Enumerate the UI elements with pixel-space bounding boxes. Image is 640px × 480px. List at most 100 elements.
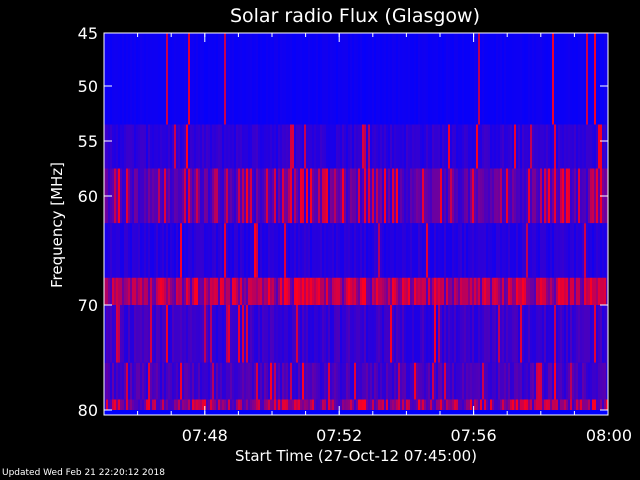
heatmap-cell — [476, 124, 479, 169]
heatmap-cell — [432, 305, 435, 363]
heatmap-cell — [436, 168, 439, 224]
heatmap-cell — [332, 305, 335, 363]
heatmap-cell — [448, 277, 451, 305]
heatmap-cell — [244, 33, 247, 125]
heatmap-cell — [226, 168, 229, 224]
heatmap-cell — [390, 124, 393, 169]
heatmap-cell — [356, 33, 359, 125]
heatmap-cell — [562, 399, 565, 410]
heatmap-cell — [422, 305, 425, 363]
heatmap-cell — [596, 223, 599, 278]
heatmap-cell — [566, 124, 569, 169]
heatmap-cell — [584, 305, 587, 363]
heatmap-cell — [510, 362, 513, 400]
heatmap-cell — [490, 223, 493, 278]
heatmap-cell — [496, 399, 499, 410]
heatmap-cell — [564, 362, 567, 400]
heatmap-cell — [106, 399, 109, 410]
heatmap-cell — [312, 399, 315, 410]
heatmap-cell — [280, 399, 283, 410]
heatmap-cell — [176, 305, 179, 363]
heatmap-cell — [122, 399, 125, 410]
heatmap-cell — [532, 124, 535, 169]
heatmap-cell — [356, 362, 359, 400]
heatmap-cell — [278, 277, 281, 305]
heatmap-cell — [252, 399, 255, 410]
heatmap-cell — [208, 277, 211, 305]
heatmap-cell — [444, 277, 447, 305]
heatmap-cell — [500, 223, 503, 278]
heatmap-cell — [242, 223, 245, 278]
heatmap-cell — [350, 277, 353, 305]
heatmap-cell — [198, 223, 201, 278]
heatmap-cell — [128, 305, 131, 363]
heatmap-cell — [230, 277, 233, 305]
heatmap-cell — [290, 399, 293, 410]
heatmap-cell — [276, 223, 279, 278]
heatmap-cell — [284, 33, 287, 125]
heatmap-cell — [202, 362, 205, 400]
heatmap-cell — [560, 124, 563, 169]
heatmap-cell — [276, 168, 279, 224]
heatmap-cell — [576, 124, 579, 169]
heatmap-cell — [396, 223, 399, 278]
heatmap-cell — [334, 124, 337, 169]
heatmap-cell — [148, 277, 151, 305]
heatmap-cell — [302, 33, 305, 125]
heatmap-cell — [526, 223, 529, 278]
heatmap-cell — [262, 362, 265, 400]
heatmap-cell — [208, 399, 211, 410]
heatmap-cell — [408, 33, 411, 125]
heatmap-cell — [342, 277, 345, 305]
heatmap-cell — [294, 399, 297, 410]
heatmap-cell — [422, 124, 425, 169]
heatmap-cell — [366, 399, 369, 410]
heatmap-cell — [542, 305, 545, 363]
heatmap-cell — [534, 33, 537, 125]
heatmap-cell — [490, 399, 493, 410]
heatmap-cell — [142, 168, 145, 224]
heatmap-cell — [108, 124, 111, 169]
heatmap-cell — [352, 277, 355, 305]
heatmap-cell — [272, 277, 275, 305]
heatmap-cell — [272, 305, 275, 363]
heatmap-cell — [150, 362, 153, 400]
heatmap-cell — [368, 124, 371, 169]
heatmap-cell — [568, 168, 571, 224]
heatmap-cell — [292, 168, 295, 224]
heatmap-cell — [300, 362, 303, 400]
heatmap-cell — [388, 399, 391, 410]
heatmap-cell — [456, 305, 459, 363]
heatmap-cell — [248, 277, 251, 305]
heatmap-cell — [324, 305, 327, 363]
heatmap-cell — [424, 124, 427, 169]
heatmap-cell — [526, 305, 529, 363]
heatmap-cell — [482, 223, 485, 278]
heatmap-cell — [422, 33, 425, 125]
heatmap-cell — [192, 168, 195, 224]
heatmap-cell — [544, 124, 547, 169]
heatmap-cell — [192, 362, 195, 400]
heatmap-cell — [598, 305, 601, 363]
heatmap-cell — [540, 124, 543, 169]
heatmap-cell — [196, 362, 199, 400]
heatmap-cell — [282, 223, 285, 278]
heatmap-cell — [138, 168, 141, 224]
heatmap-cell — [272, 168, 275, 224]
heatmap-cell — [236, 33, 239, 125]
heatmap-cell — [260, 362, 263, 400]
heatmap-cell — [228, 124, 231, 169]
heatmap-cell — [404, 305, 407, 363]
heatmap-cell — [480, 305, 483, 363]
heatmap-cell — [358, 399, 361, 410]
heatmap-cell — [334, 223, 337, 278]
heatmap-cell — [146, 277, 149, 305]
heatmap-cell — [518, 305, 521, 363]
heatmap-cell — [186, 362, 189, 400]
heatmap-cell — [256, 223, 259, 278]
heatmap-cell — [450, 223, 453, 278]
heatmap-cell — [428, 124, 431, 169]
heatmap-cell — [360, 399, 363, 410]
heatmap-cell — [220, 33, 223, 125]
heatmap-cell — [534, 223, 537, 278]
